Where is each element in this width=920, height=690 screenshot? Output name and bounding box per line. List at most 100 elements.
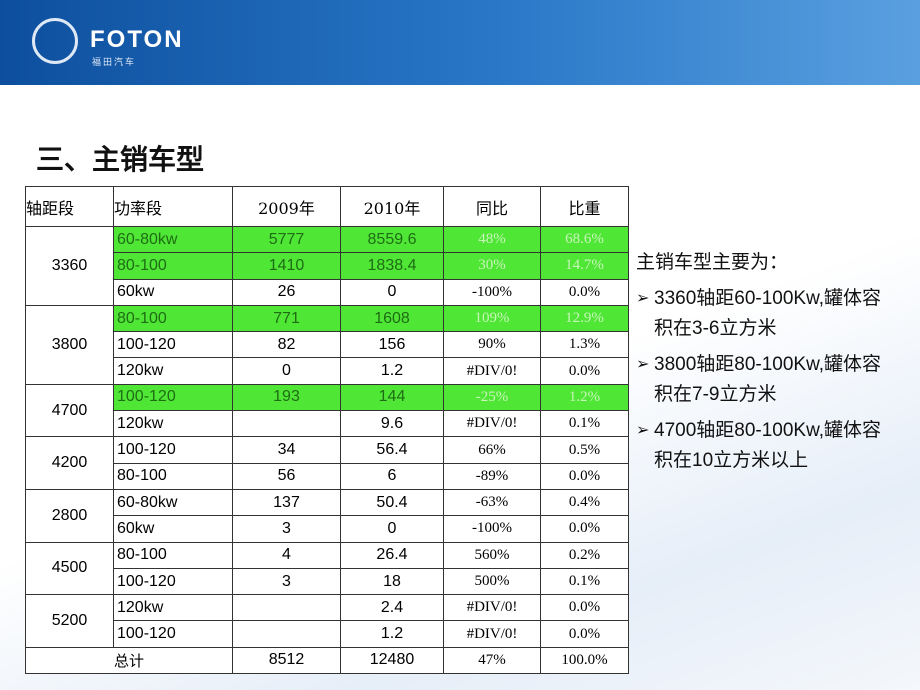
cell: 0.0% bbox=[540, 357, 629, 385]
cell: 1838.4 bbox=[340, 252, 444, 280]
cell: 66% bbox=[443, 436, 541, 464]
cell: 500% bbox=[443, 567, 541, 596]
cell: #DIV/0! bbox=[443, 620, 541, 648]
empty-cell bbox=[232, 410, 341, 438]
data-row: 4200 100-120 34 56.4 66% 0.5% bbox=[25, 436, 629, 490]
cell: 120kw bbox=[113, 594, 233, 622]
cell: -100% bbox=[443, 278, 541, 306]
cell: 68.6% bbox=[540, 225, 629, 254]
cell: 80-100 bbox=[113, 541, 233, 569]
column-header: 轴距段 bbox=[25, 186, 114, 227]
column-header: 功率段 bbox=[113, 186, 233, 227]
cell: 56.4 bbox=[340, 436, 444, 464]
notes-intro: 主销车型主要为： bbox=[636, 252, 789, 273]
empty-cell bbox=[232, 620, 341, 648]
total-cell: 12480 bbox=[340, 646, 444, 675]
cell: 0 bbox=[340, 278, 444, 306]
note-item: 4700轴距80-100Kw,罐体容积在10立方米以上 bbox=[636, 416, 898, 476]
cell: 120kw bbox=[113, 410, 233, 438]
note-item: 3360轴距60-100Kw,罐体容积在3-6立方米 bbox=[636, 284, 898, 344]
column-header: 比重 bbox=[540, 186, 629, 227]
total-cell: 47% bbox=[443, 646, 541, 675]
data-row: 5200 120kw 2.4 #DIV/0! 0.0% bbox=[25, 594, 629, 648]
data-row: 2800 60-80kw 137 50.4 -63% 0.4% bbox=[25, 488, 629, 543]
cell: 1.2 bbox=[340, 620, 444, 648]
cell: 193 bbox=[232, 383, 341, 412]
axle-cell: 3360 bbox=[25, 226, 114, 306]
data-row: 60kw 26 0 -100% 0.0% bbox=[26, 278, 629, 306]
empty-cell bbox=[232, 594, 341, 622]
data-row: 3360 60-80kw 5777 8559.6 48% 68.6% bbox=[25, 225, 629, 306]
cell: 2.4 bbox=[340, 594, 444, 622]
data-row: 80-100 1410 1838.4 30% 14.7% bbox=[26, 252, 629, 280]
cell: -100% bbox=[443, 515, 541, 543]
cell: 1410 bbox=[232, 252, 341, 280]
logo-icon bbox=[32, 18, 78, 64]
axle-cell: 3800 bbox=[25, 304, 114, 385]
cell: 3 bbox=[232, 567, 341, 596]
total-cell: 8512 bbox=[232, 646, 341, 675]
cell: 26 bbox=[232, 278, 341, 306]
cell: 0.1% bbox=[540, 567, 629, 596]
cell: 82 bbox=[232, 331, 341, 359]
cell: 9.6 bbox=[340, 410, 444, 438]
cell: 50.4 bbox=[340, 488, 444, 517]
cell: 771 bbox=[232, 304, 341, 333]
cell: -63% bbox=[443, 488, 541, 517]
cell: 34 bbox=[232, 436, 341, 464]
cell: 26.4 bbox=[340, 541, 444, 569]
cell: 1608 bbox=[340, 304, 444, 333]
cell: -25% bbox=[443, 383, 541, 412]
cell: 100-120 bbox=[113, 436, 233, 464]
cell: 60-80kw bbox=[113, 488, 233, 517]
cell: 3 bbox=[232, 515, 341, 543]
cell: 0.0% bbox=[540, 594, 629, 622]
cell: 56 bbox=[232, 462, 341, 490]
cell: 80-100 bbox=[113, 462, 233, 490]
data-row: 120kw 9.6 #DIV/0! 0.1% bbox=[26, 410, 629, 438]
cell: 80-100 bbox=[113, 304, 233, 333]
cell: 60kw bbox=[113, 278, 233, 306]
axle-cell: 2800 bbox=[25, 488, 114, 543]
cell: 100-120 bbox=[113, 331, 233, 359]
cell: 5777 bbox=[232, 225, 341, 254]
cell: 100-120 bbox=[113, 567, 233, 596]
cell: 0 bbox=[232, 357, 341, 385]
cell: 1.2% bbox=[540, 383, 629, 412]
data-row: 100-120 3 18 500% 0.1% bbox=[26, 567, 629, 596]
data-row: 4700 100-120 193 144 -25% 1.2% bbox=[25, 383, 629, 438]
cell: 120kw bbox=[113, 357, 233, 385]
axle-cell: 4200 bbox=[25, 436, 114, 490]
header-row: 轴距段 功率段 2009年 2010年 同比 比重 bbox=[25, 186, 629, 227]
total-cell: 100.0% bbox=[540, 646, 629, 675]
cell: #DIV/0! bbox=[443, 410, 541, 438]
column-header: 同比 bbox=[443, 186, 541, 227]
axle-cell: 5200 bbox=[25, 594, 114, 648]
cell: 1.3% bbox=[540, 331, 629, 359]
cell: 0.1% bbox=[540, 410, 629, 438]
cell: 0.5% bbox=[540, 436, 629, 464]
data-row: 3800 80-100 771 1608 109% 12.9% bbox=[25, 304, 629, 385]
cell: 8559.6 bbox=[340, 225, 444, 254]
cell: 6 bbox=[340, 462, 444, 490]
cell: 30% bbox=[443, 252, 541, 280]
cell: 90% bbox=[443, 331, 541, 359]
cell: 4 bbox=[232, 541, 341, 569]
notes: 主销车型主要为： 3360轴距60-100Kw,罐体容积在3-6立方米3800轴… bbox=[636, 248, 898, 476]
logo-text: FOTON bbox=[90, 26, 184, 53]
cell: 1.2 bbox=[340, 357, 444, 385]
total-label: 总计 bbox=[25, 646, 233, 675]
note-item: 3800轴距80-100Kw,罐体容积在7-9立方米 bbox=[636, 350, 898, 410]
header-bar: FOTON 福田汽车 bbox=[0, 0, 920, 85]
cell: 560% bbox=[443, 541, 541, 569]
cell: #DIV/0! bbox=[443, 357, 541, 385]
data-row: 100-120 82 156 90% 1.3% bbox=[26, 331, 629, 359]
cell: 12.9% bbox=[540, 304, 629, 333]
cell: 14.7% bbox=[540, 252, 629, 280]
cell: 80-100 bbox=[113, 252, 233, 280]
cell: 144 bbox=[340, 383, 444, 412]
axle-cell: 4700 bbox=[25, 383, 114, 438]
cell: 0.0% bbox=[540, 462, 629, 490]
cell: 0 bbox=[340, 515, 444, 543]
